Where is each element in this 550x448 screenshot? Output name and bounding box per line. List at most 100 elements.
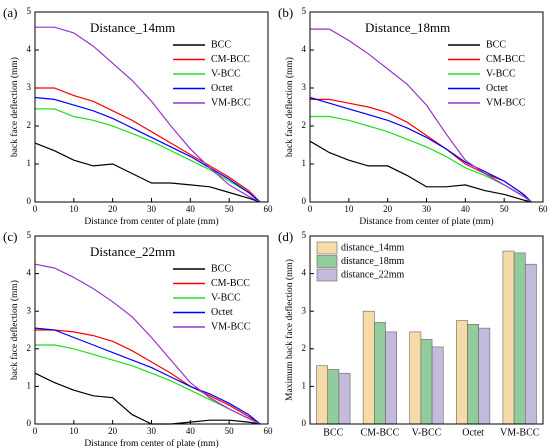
- bar: [513, 252, 526, 425]
- bar: [431, 346, 444, 425]
- y-tick-label: 3: [302, 305, 307, 315]
- series-line: [34, 263, 261, 425]
- x-axis-label: Distance from center of plate (mm): [359, 216, 493, 227]
- x-tick-label: 10: [69, 426, 79, 436]
- x-tick-label: 30: [422, 204, 432, 214]
- y-tick-label: 2: [27, 120, 32, 130]
- x-tick-label: 0: [308, 204, 313, 214]
- legend-label: VM-BCC: [211, 321, 251, 332]
- plot-frame: [34, 235, 269, 425]
- y-tick-label: 1: [27, 380, 32, 390]
- y-tick-label: 5: [302, 6, 307, 16]
- legend-swatch: [316, 255, 338, 268]
- bar: [409, 331, 422, 425]
- y-axis-label: back face deflection (mm): [284, 57, 295, 157]
- series-line: [310, 28, 532, 203]
- bar: [327, 369, 340, 425]
- legend-label: BCC: [486, 39, 506, 50]
- plot-frame: [34, 11, 269, 203]
- bar: [316, 365, 329, 425]
- x-tick-label: 20: [108, 426, 118, 436]
- x-tick-label: 40: [186, 426, 196, 436]
- series-line: [34, 142, 261, 203]
- y-tick-label: 1: [27, 158, 32, 168]
- legend-label: CM-BCC: [211, 278, 250, 289]
- legend-label: distance_14mm: [341, 242, 405, 253]
- series-line: [309, 140, 532, 203]
- x-tick-label: 60: [264, 426, 274, 436]
- series-line: [35, 329, 261, 425]
- x-tick-label: 50: [225, 204, 235, 214]
- y-tick-label: 5: [302, 230, 307, 240]
- series-line: [35, 26, 261, 203]
- y-tick-label: 3: [27, 82, 32, 92]
- y-tick-label: 2: [27, 343, 32, 353]
- y-tick-label: 4: [27, 268, 32, 278]
- bar: [362, 310, 375, 425]
- plot-frame: [309, 11, 544, 203]
- legend-label: V-BCC: [211, 292, 241, 303]
- bar: [524, 263, 537, 425]
- x-tick-label: 40: [186, 204, 196, 214]
- x-tick-label: CM-BCC: [360, 427, 399, 438]
- y-tick-label: 4: [302, 268, 307, 278]
- y-tick-label: 5: [27, 6, 32, 16]
- legend-swatch: [316, 241, 338, 255]
- legend-label: distance_22mm: [341, 269, 405, 280]
- x-tick-label: Octet: [462, 427, 484, 438]
- y-tick-label: 0: [27, 418, 32, 428]
- x-tick-label: 0: [33, 204, 38, 214]
- y-tick-label: 3: [302, 82, 307, 92]
- panel-label: (c): [3, 229, 17, 244]
- legend-label: CM-BCC: [211, 54, 250, 65]
- legend-label: V-BCC: [211, 68, 241, 79]
- panel-label: (d): [278, 229, 293, 244]
- series-line: [35, 344, 261, 425]
- y-axis-label: back face deflection (mm): [9, 57, 20, 157]
- y-tick-label: 1: [302, 158, 307, 168]
- x-tick-label: 60: [539, 204, 549, 214]
- panel-label: (b): [278, 5, 293, 20]
- y-axis-label: back face deflection (mm): [9, 280, 20, 380]
- y-tick-label: 0: [302, 196, 307, 206]
- x-tick-label: 10: [69, 204, 79, 214]
- bar: [456, 320, 468, 425]
- y-tick-label: 4: [27, 44, 32, 54]
- x-tick-label: 50: [225, 426, 235, 436]
- legend-label: V-BCC: [486, 68, 516, 79]
- y-tick-label: 5: [27, 230, 32, 240]
- series-line: [34, 96, 261, 203]
- legend-label: Octet: [211, 83, 233, 94]
- y-axis-label: Maximum back face deflection (mm): [284, 259, 295, 401]
- x-tick-label: 10: [344, 204, 354, 214]
- legend-label: Octet: [486, 83, 508, 94]
- y-tick-label: 2: [302, 343, 307, 353]
- x-tick-label: VM-BCC: [500, 427, 540, 438]
- bar: [467, 324, 479, 425]
- x-tick-label: 0: [33, 426, 38, 436]
- series-line: [34, 372, 261, 425]
- x-tick-label: BCC: [323, 427, 343, 438]
- series-line: [34, 327, 261, 425]
- x-tick-label: V-BCC: [412, 427, 442, 438]
- y-tick-label: 4: [302, 44, 307, 54]
- x-tick-label: 30: [147, 204, 157, 214]
- chart-title: Distance_18mm: [365, 20, 450, 35]
- x-tick-label: 30: [147, 426, 157, 436]
- bar: [385, 331, 397, 425]
- legend-label: Octet: [211, 307, 233, 318]
- x-tick-label: 20: [108, 204, 118, 214]
- legend-label: distance_18mm: [341, 256, 405, 267]
- series-line: [309, 96, 532, 203]
- legend-label: BCC: [211, 39, 231, 50]
- legend-swatch: [316, 268, 338, 282]
- series-line: [35, 87, 261, 203]
- bar: [374, 322, 386, 425]
- bar: [502, 250, 515, 425]
- bar: [338, 372, 351, 425]
- bar: [420, 339, 433, 425]
- legend-label: CM-BCC: [486, 54, 525, 65]
- chart-title: Distance_14mm: [90, 20, 175, 35]
